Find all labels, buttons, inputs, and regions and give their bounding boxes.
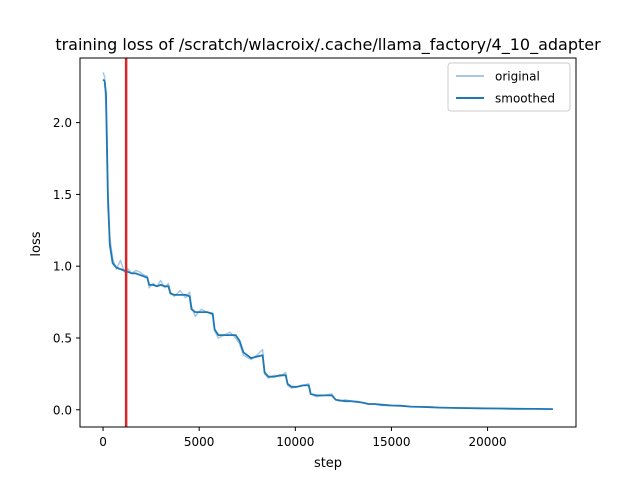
x-tick-label: 10000 — [276, 435, 314, 449]
legend-label-smoothed: smoothed — [495, 92, 555, 106]
x-tick-label: 20000 — [468, 435, 506, 449]
series-line-smoothed — [102, 78, 553, 410]
chart-title: training loss of /scratch/wlacroix/.cach… — [55, 35, 601, 55]
plot-area: 0 5000 10000 15000 20000 0.0 0.5 1.0 1.5 2.0 origi… — [53, 57, 577, 449]
x-tick-label: 0 — [99, 435, 107, 449]
y-tick-label: 0.0 — [53, 403, 72, 417]
x-tick-label: 5000 — [184, 435, 215, 449]
y-tick-label: 1.0 — [53, 260, 72, 274]
y-axis-label: loss — [29, 231, 44, 256]
legend: original smoothed — [447, 62, 571, 112]
legend-label-original: original — [495, 70, 540, 84]
axes-frame — [79, 57, 577, 428]
y-tick-label: 2.0 — [53, 116, 72, 130]
y-tick-label: 0.5 — [53, 331, 72, 345]
y-tick-label: 1.5 — [53, 188, 72, 202]
x-tick-label: 15000 — [372, 435, 410, 449]
x-axis-label: step — [314, 456, 342, 471]
